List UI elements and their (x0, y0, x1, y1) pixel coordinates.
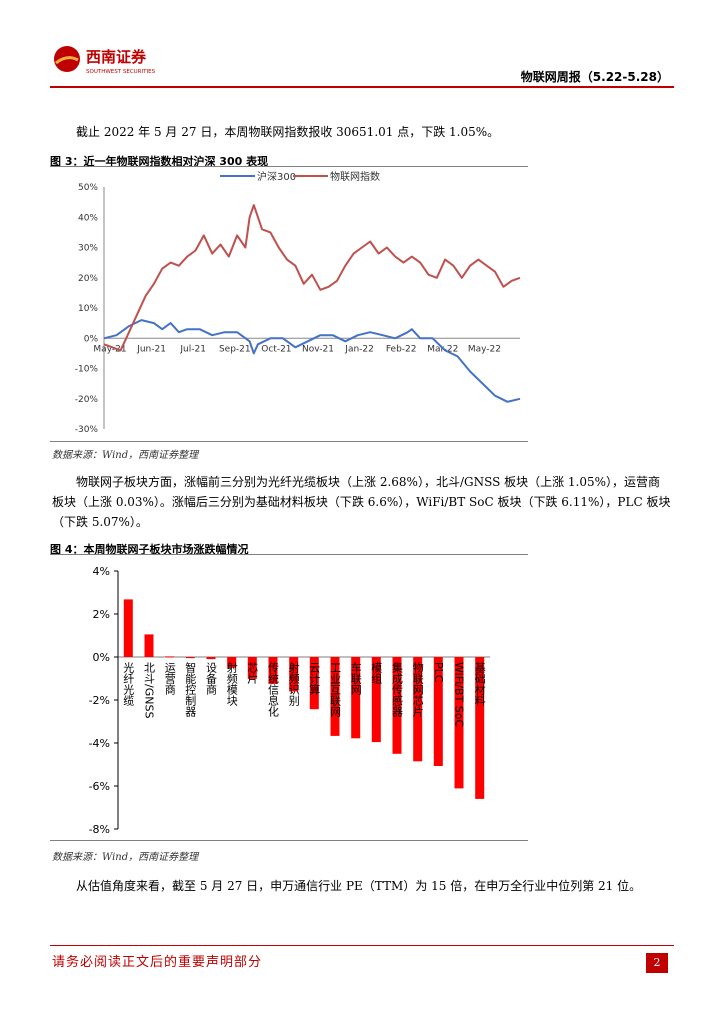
bar (185, 657, 195, 659)
bar (392, 657, 402, 754)
paragraph-index-close: 截止 2022 年 5 月 27 日，本周物联网指数报收 30651.01 点，… (76, 125, 500, 139)
category-label: WiFi/BT SoC (453, 662, 466, 727)
category-label: 传统信息化 (267, 662, 280, 718)
figure3-caption: 图 3：近一年物联网指数相对沪深 300 表现 (50, 155, 269, 168)
x-tick-label: Feb-22 (386, 344, 417, 354)
x-tick-label: May-21 (93, 344, 126, 354)
x-tick-label: Nov-21 (302, 344, 334, 354)
y-tick-label: -8% (89, 823, 110, 836)
y-tick-label: -2% (89, 694, 110, 707)
x-tick-label: Oct-21 (261, 344, 291, 354)
figure3-source: 数据来源：Wind，西南证券整理 (52, 450, 199, 461)
category-label: 车联网 (349, 661, 362, 696)
category-label: 基础材料 (473, 662, 486, 707)
y-tick-label: 50% (78, 183, 98, 193)
hs300-line (103, 319, 521, 403)
y-tick-label: 20% (78, 274, 98, 284)
bar (309, 657, 319, 710)
category-label: 光纤光缆 (122, 661, 135, 706)
logo-text-en: SOUTHWEST SECURITIES (86, 69, 156, 75)
paragraph-subsectors: 物联网子板块方面，涨幅前三分别为光纤光缆板块（上涨 2.68%），北斗/GNSS… (52, 475, 671, 529)
y-tick-label: 40% (78, 213, 98, 223)
x-tick-label: Jan-22 (344, 344, 374, 354)
bar (268, 657, 278, 684)
y-tick-label: 0% (84, 334, 99, 344)
logo-text-cn: 西南证券 (86, 48, 147, 66)
x-tick-label: May-22 (468, 344, 501, 354)
iot-index-line (103, 204, 521, 352)
footer-rule (50, 945, 674, 946)
category-label: 芯片 (246, 661, 259, 685)
page-number: 2 (646, 953, 668, 973)
figure4-source: 数据来源：Wind，西南证券整理 (52, 852, 199, 863)
legend-iot-label: 物联网指数 (330, 170, 380, 183)
bar (371, 657, 381, 743)
y-tick-label: 0% (93, 651, 110, 664)
category-label: 工业互联网 (329, 662, 342, 718)
category-label: 射频模块 (225, 661, 238, 707)
y-tick-label: -6% (89, 780, 110, 793)
y-tick-label: 4% (93, 565, 110, 578)
category-label: 设备商 (205, 662, 218, 696)
bar (247, 657, 257, 679)
y-tick-label: -4% (89, 737, 110, 750)
x-tick-label: Jun-21 (136, 344, 166, 354)
bar (433, 657, 443, 766)
bar (289, 657, 299, 692)
x-tick-label: Sep-21 (219, 344, 251, 354)
company-logo: 西南证券 SOUTHWEST SECURITIES (54, 46, 156, 75)
category-label: 模组 (370, 662, 383, 684)
category-label: 智能控制器 (184, 661, 197, 718)
figure4-box: 4% 2% 0% -2% -4% -6% -8% 光纤光缆 北斗/GNSS 运营商 智能控制器 设备… (50, 554, 528, 841)
figure4-caption: 图 4：本周物联网子板块市场涨跌幅情况 (50, 543, 249, 556)
footer-disclaimer: 请务必阅读正文后的重要声明部分 (52, 955, 263, 970)
header-rule (50, 86, 674, 88)
y-tick-label: 10% (78, 304, 98, 314)
bar (165, 656, 175, 658)
x-tick-label: Jul-21 (179, 344, 206, 354)
y-tick-label: 2% (93, 608, 110, 621)
bar (351, 657, 361, 739)
y-tick-label: 30% (78, 244, 98, 254)
category-label: 北斗/GNSS (143, 662, 156, 719)
y-tick-label: -20% (75, 395, 99, 405)
bar (330, 657, 340, 736)
logo-swoosh (55, 56, 79, 65)
category-label: PLC (432, 662, 445, 683)
bar (227, 657, 237, 668)
report-title: 物联网周报（5.22-5.28） (520, 70, 669, 84)
line-chart: 沪深300 物联网指数 50% 40% 30% 20% 10% 0% -10% -20% -30… (75, 170, 521, 435)
category-label: 云计算 (308, 662, 321, 696)
bar (144, 634, 154, 657)
bar-chart: 4% 2% 0% -2% -4% -6% -8% 光纤光缆 北斗/GNSS 运营商 智能控制器 设备… (89, 565, 490, 836)
category-label: 射频识别 (287, 661, 300, 707)
legend-hs300-label: 沪深300 (257, 170, 296, 183)
y-tick-label: -30% (75, 425, 99, 435)
bar (413, 657, 423, 762)
bar (475, 657, 485, 799)
bar (123, 599, 133, 657)
category-label: 集成传感器 (391, 661, 404, 718)
bar (206, 657, 216, 660)
category-label: 运营商 (163, 662, 176, 696)
figure3-box: 沪深300 物联网指数 50% 40% 30% 20% 10% 0% -10% -20% -30… (50, 166, 528, 442)
y-tick-label: -10% (75, 365, 99, 375)
category-label: 物联网芯片 (411, 661, 424, 718)
bar (454, 657, 464, 789)
paragraph-valuation: 从估值角度来看，截至 5 月 27 日，申万通信行业 PE（TTM）为 15 倍… (76, 879, 642, 893)
